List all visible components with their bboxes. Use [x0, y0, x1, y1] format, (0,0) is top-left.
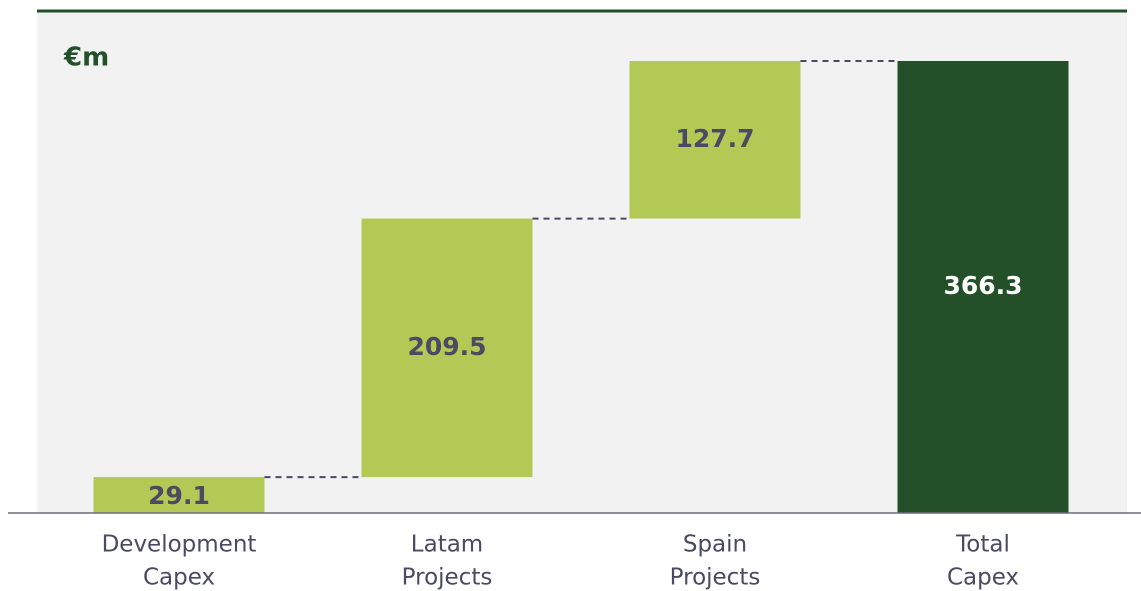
- x-tick-label: Total: [955, 532, 1010, 558]
- value-label: 29.1: [148, 481, 210, 510]
- bar: [361, 218, 533, 478]
- unit-label: €m: [63, 43, 109, 73]
- x-tick-label: Spain: [683, 532, 747, 558]
- x-tick-label: Development: [102, 532, 257, 558]
- x-tick-label: Latam: [411, 532, 483, 558]
- bar: [897, 60, 1069, 513]
- bar: [93, 477, 265, 513]
- x-tick-label: Capex: [143, 565, 215, 591]
- x-tick-label: Projects: [402, 565, 493, 591]
- x-tick-label: Capex: [947, 565, 1019, 591]
- value-label: 209.5: [407, 332, 486, 361]
- bar: [629, 60, 801, 219]
- value-label: 366.3: [943, 271, 1022, 300]
- x-tick-label: Projects: [670, 565, 761, 591]
- value-label: 127.7: [675, 124, 754, 153]
